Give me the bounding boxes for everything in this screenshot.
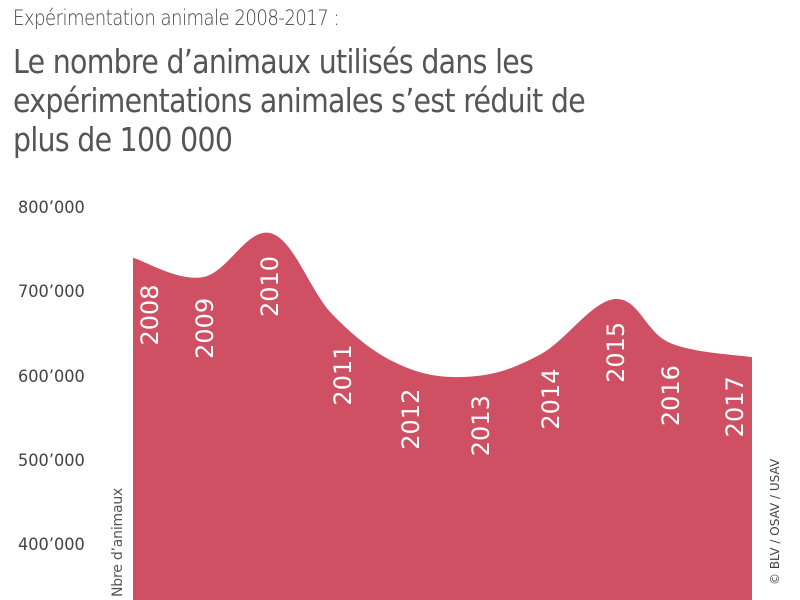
year-label: 2016 [657,365,685,426]
year-label: 2011 [329,344,357,405]
chart-title-line-3: plus de 100 000 [13,120,233,159]
year-label: 2012 [397,389,425,450]
year-label: 2010 [256,256,284,317]
chart-title-line-2: expérimentations animales s’est réduit d… [13,81,586,120]
year-label: 2008 [136,284,164,345]
y-tick-label: 600’000 [18,366,85,387]
chart-subtitle: Expérimentation animale 2008-2017 : [13,6,340,30]
year-label: 2017 [721,376,749,437]
copyright-credit: © BLV / OSAV / USAV [768,458,782,585]
year-label: 2014 [537,369,565,430]
chart-title: Le nombre d’animaux utilisés dans les ex… [13,42,586,159]
y-tick-label: 400’000 [18,535,85,556]
area-series [133,232,752,600]
chart-title-line-1: Le nombre d’animaux utilisés dans les [13,42,534,81]
year-label: 2015 [602,322,630,383]
y-tick-label: 800’000 [18,198,85,218]
year-label: 2009 [191,298,219,359]
year-label: 2013 [467,395,495,456]
y-tick-label: 500’000 [18,450,85,471]
year-labels: 2008 2009 2010 2011 2012 2013 2014 2015 2016 2017 [136,256,749,456]
y-tick-label: 700’000 [18,282,85,303]
